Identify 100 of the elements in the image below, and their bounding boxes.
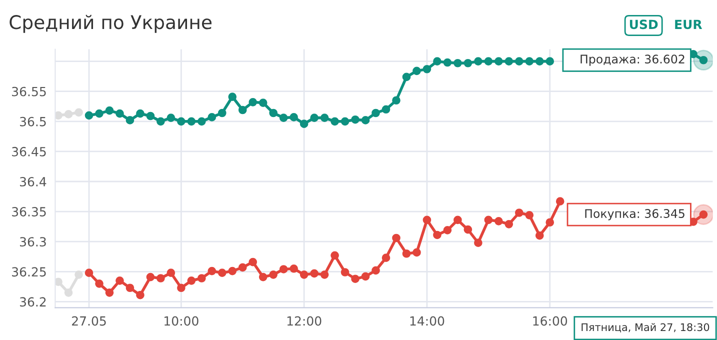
point bbox=[208, 113, 216, 122]
point bbox=[279, 114, 288, 122]
point bbox=[412, 66, 421, 76]
text: Пятница, Май 27, 18:30 bbox=[582, 323, 710, 332]
point bbox=[218, 268, 226, 278]
point bbox=[546, 218, 554, 227]
point bbox=[208, 266, 216, 276]
x-tick-label: 14:00 bbox=[410, 316, 444, 326]
y-tick-label: 36.5 bbox=[20, 116, 46, 126]
point bbox=[146, 272, 155, 282]
point bbox=[484, 216, 493, 224]
text: USD bbox=[630, 20, 658, 30]
point bbox=[258, 272, 268, 282]
point bbox=[351, 115, 360, 124]
point bbox=[166, 268, 176, 278]
point bbox=[177, 284, 186, 292]
point bbox=[454, 216, 462, 224]
point bbox=[300, 120, 308, 128]
point bbox=[361, 272, 370, 281]
point bbox=[136, 109, 144, 118]
point bbox=[525, 57, 534, 66]
point bbox=[187, 276, 196, 285]
point bbox=[382, 105, 390, 114]
point bbox=[116, 276, 124, 285]
point bbox=[330, 251, 339, 260]
y-tick-label: 36.35 bbox=[12, 207, 46, 216]
point bbox=[290, 264, 298, 273]
point bbox=[248, 98, 258, 106]
point bbox=[361, 116, 370, 124]
point bbox=[330, 117, 339, 126]
point bbox=[535, 57, 544, 66]
point bbox=[84, 111, 94, 120]
point bbox=[105, 288, 114, 297]
point bbox=[433, 57, 442, 66]
point bbox=[351, 274, 360, 284]
point bbox=[372, 108, 380, 118]
point bbox=[310, 114, 318, 122]
x-tick-label: 27.05 bbox=[72, 316, 106, 326]
point bbox=[494, 57, 503, 66]
point bbox=[279, 265, 288, 274]
x-tick-label: 10:00 bbox=[164, 316, 198, 326]
point bbox=[187, 117, 196, 126]
point bbox=[402, 249, 411, 258]
point bbox=[248, 258, 258, 266]
point bbox=[443, 58, 452, 67]
y-tick-label: 36.4 bbox=[20, 176, 46, 186]
point bbox=[228, 92, 237, 101]
point bbox=[504, 220, 514, 228]
point bbox=[136, 290, 144, 300]
point bbox=[156, 117, 165, 126]
point bbox=[340, 268, 350, 276]
point bbox=[300, 270, 308, 279]
x-tick-label: 16:00 bbox=[533, 316, 568, 326]
point bbox=[269, 108, 278, 118]
point bbox=[484, 57, 493, 66]
point bbox=[443, 226, 452, 234]
text: EUR bbox=[675, 20, 702, 30]
y-tick-label: 36.45 bbox=[12, 146, 46, 156]
point bbox=[156, 274, 165, 282]
point bbox=[228, 266, 237, 276]
point bbox=[474, 57, 482, 66]
point bbox=[514, 208, 524, 217]
point bbox=[197, 274, 206, 282]
point bbox=[166, 114, 176, 122]
point bbox=[116, 109, 124, 118]
annotation: Продажа: 36.602 bbox=[580, 54, 684, 66]
y-tick-label: 36.3 bbox=[20, 237, 46, 247]
point bbox=[84, 268, 94, 278]
point bbox=[382, 254, 390, 262]
y-tick-label: 36.25 bbox=[12, 267, 46, 277]
point bbox=[320, 270, 329, 279]
point bbox=[433, 230, 442, 240]
point bbox=[340, 117, 350, 126]
point bbox=[269, 270, 278, 279]
point bbox=[392, 234, 400, 242]
point bbox=[525, 210, 534, 220]
point bbox=[320, 114, 329, 122]
point bbox=[126, 116, 134, 124]
point bbox=[535, 231, 544, 240]
point bbox=[392, 96, 400, 105]
point bbox=[514, 57, 524, 66]
point bbox=[310, 269, 318, 278]
point bbox=[290, 113, 298, 122]
point bbox=[218, 108, 226, 118]
point bbox=[238, 106, 247, 114]
point bbox=[177, 117, 186, 126]
y-tick-label: 36.2 bbox=[20, 297, 46, 307]
point bbox=[464, 225, 472, 234]
point bbox=[126, 284, 134, 292]
point bbox=[556, 197, 564, 206]
point bbox=[422, 64, 432, 74]
point bbox=[464, 58, 472, 68]
point bbox=[504, 57, 514, 66]
point bbox=[105, 106, 114, 115]
point bbox=[95, 279, 104, 288]
point bbox=[238, 263, 247, 272]
point bbox=[422, 216, 432, 224]
point bbox=[258, 98, 268, 107]
point bbox=[494, 217, 503, 226]
y-tick-label: 36.55 bbox=[12, 86, 46, 96]
